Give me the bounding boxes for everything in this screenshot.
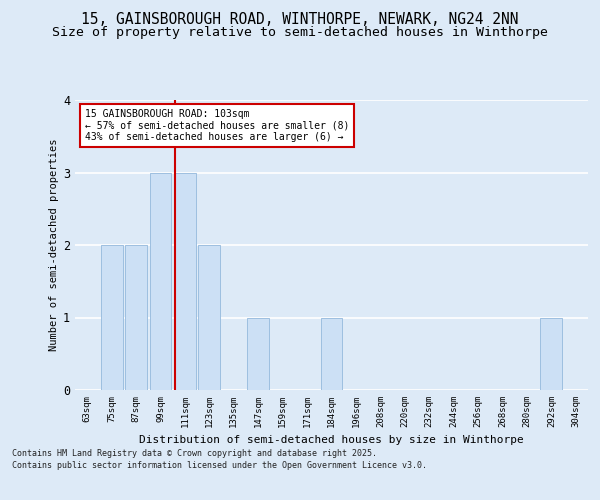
Text: Size of property relative to semi-detached houses in Winthorpe: Size of property relative to semi-detach… <box>52 26 548 39</box>
Y-axis label: Number of semi-detached properties: Number of semi-detached properties <box>49 138 59 352</box>
Bar <box>149 172 172 390</box>
Bar <box>125 245 147 390</box>
Bar <box>199 245 220 390</box>
Bar <box>320 318 343 390</box>
Bar <box>174 172 196 390</box>
X-axis label: Distribution of semi-detached houses by size in Winthorpe: Distribution of semi-detached houses by … <box>139 436 524 446</box>
Text: Contains HM Land Registry data © Crown copyright and database right 2025.: Contains HM Land Registry data © Crown c… <box>12 448 377 458</box>
Bar <box>247 318 269 390</box>
Text: 15, GAINSBOROUGH ROAD, WINTHORPE, NEWARK, NG24 2NN: 15, GAINSBOROUGH ROAD, WINTHORPE, NEWARK… <box>81 12 519 28</box>
Text: 15 GAINSBOROUGH ROAD: 103sqm
← 57% of semi-detached houses are smaller (8)
43% o: 15 GAINSBOROUGH ROAD: 103sqm ← 57% of se… <box>85 108 350 142</box>
Bar <box>541 318 562 390</box>
Bar <box>101 245 122 390</box>
Text: Contains public sector information licensed under the Open Government Licence v3: Contains public sector information licen… <box>12 461 427 470</box>
